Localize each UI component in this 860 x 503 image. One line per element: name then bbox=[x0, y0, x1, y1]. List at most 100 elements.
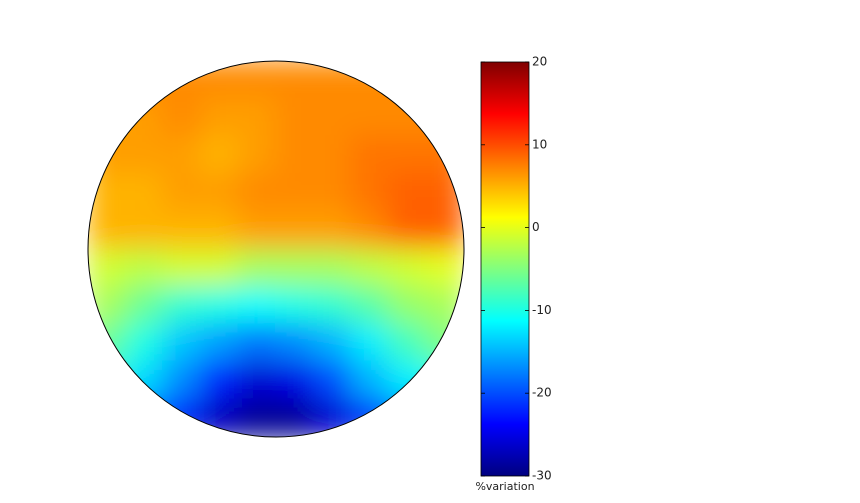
field-cell bbox=[350, 172, 390, 213]
field-cell bbox=[387, 97, 428, 138]
field-cell bbox=[312, 172, 353, 213]
field-cell bbox=[312, 285, 353, 326]
field-cell bbox=[162, 323, 202, 363]
field-cell bbox=[199, 172, 240, 213]
colorbar-tick-label: 20 bbox=[532, 55, 547, 69]
field-cell bbox=[124, 360, 165, 401]
field-cell bbox=[88, 398, 127, 437]
field-border bbox=[87, 60, 465, 438]
field-cell bbox=[199, 360, 240, 401]
field-cell bbox=[275, 135, 315, 175]
field-cell bbox=[312, 210, 353, 250]
field-cell bbox=[237, 323, 277, 363]
field-cell bbox=[124, 210, 165, 250]
field-cell bbox=[350, 210, 390, 250]
field-cell bbox=[312, 97, 353, 138]
field-cell bbox=[124, 248, 165, 288]
colorbar-tick-label: 0 bbox=[532, 220, 540, 234]
field-cell bbox=[88, 210, 127, 250]
colorbar-label: %variation bbox=[475, 480, 534, 493]
field-cell bbox=[275, 248, 315, 288]
colorbar bbox=[480, 61, 530, 477]
field-cell bbox=[312, 135, 353, 175]
field-cell bbox=[237, 61, 277, 100]
field-cell bbox=[387, 323, 428, 363]
field-cell bbox=[124, 398, 165, 437]
field-cell bbox=[88, 135, 127, 175]
field-cell bbox=[425, 97, 464, 138]
field-cell bbox=[387, 172, 428, 213]
field-cell bbox=[237, 248, 277, 288]
field-cell bbox=[425, 398, 464, 437]
field-clip bbox=[88, 61, 464, 437]
field-cell bbox=[275, 172, 315, 213]
field-cell bbox=[124, 97, 165, 138]
field-cell bbox=[350, 61, 390, 100]
field-cell bbox=[275, 360, 315, 401]
field-cell bbox=[350, 323, 390, 363]
field-cell bbox=[237, 398, 277, 437]
field-cell bbox=[124, 135, 165, 175]
field-cell bbox=[88, 97, 127, 138]
field-cell bbox=[162, 210, 202, 250]
field-cell bbox=[237, 360, 277, 401]
field-cell bbox=[162, 285, 202, 326]
field-cell bbox=[387, 210, 428, 250]
field-cell bbox=[237, 210, 277, 250]
field-cell bbox=[162, 248, 202, 288]
field-cell bbox=[162, 398, 202, 437]
field-cell bbox=[162, 172, 202, 213]
field bbox=[88, 61, 464, 437]
field-cell bbox=[312, 360, 353, 401]
field-cell bbox=[237, 135, 277, 175]
field-cell bbox=[237, 172, 277, 213]
field-cell bbox=[124, 172, 165, 213]
field-cell bbox=[237, 285, 277, 326]
field-cell bbox=[199, 97, 240, 138]
field-cell bbox=[350, 248, 390, 288]
field-cell bbox=[275, 323, 315, 363]
field-cell bbox=[387, 248, 428, 288]
field-cell bbox=[387, 360, 428, 401]
field-cell bbox=[350, 97, 390, 138]
field-cell bbox=[199, 323, 240, 363]
field-cell bbox=[162, 97, 202, 138]
field-cell bbox=[350, 135, 390, 175]
colorbar-tick-label: 10 bbox=[532, 137, 547, 151]
field-cell bbox=[124, 61, 165, 100]
field-cell bbox=[162, 135, 202, 175]
field-cell bbox=[199, 285, 240, 326]
colorbar-tick-label: -20 bbox=[532, 386, 552, 400]
field-cell bbox=[237, 97, 277, 138]
field-cell bbox=[350, 360, 390, 401]
field-cell bbox=[88, 360, 127, 401]
colorbar-tick-label: -10 bbox=[532, 303, 552, 317]
field-cell bbox=[387, 61, 428, 100]
field-cell bbox=[425, 360, 464, 401]
field-cell bbox=[312, 248, 353, 288]
field-cell bbox=[425, 323, 464, 363]
field-cell bbox=[387, 285, 428, 326]
field-cell bbox=[350, 285, 390, 326]
field-cell bbox=[88, 248, 127, 288]
field-cell bbox=[124, 285, 165, 326]
field-cell bbox=[387, 398, 428, 437]
field-cell bbox=[425, 61, 464, 100]
field-cell bbox=[275, 97, 315, 138]
field-cell bbox=[312, 323, 353, 363]
field-cell bbox=[275, 61, 315, 100]
field-cell bbox=[425, 210, 464, 250]
field-cell bbox=[387, 135, 428, 175]
field-cell bbox=[275, 285, 315, 326]
field-cell bbox=[425, 248, 464, 288]
field-cell bbox=[275, 210, 315, 250]
colorbar-tick-label: -30 bbox=[532, 469, 552, 483]
field-cell bbox=[199, 135, 240, 175]
field-cell bbox=[88, 61, 127, 100]
field-cell bbox=[350, 398, 390, 437]
field-cell bbox=[275, 398, 315, 437]
field-cell bbox=[425, 135, 464, 175]
field-cell bbox=[162, 360, 202, 401]
field-cell bbox=[88, 323, 127, 363]
